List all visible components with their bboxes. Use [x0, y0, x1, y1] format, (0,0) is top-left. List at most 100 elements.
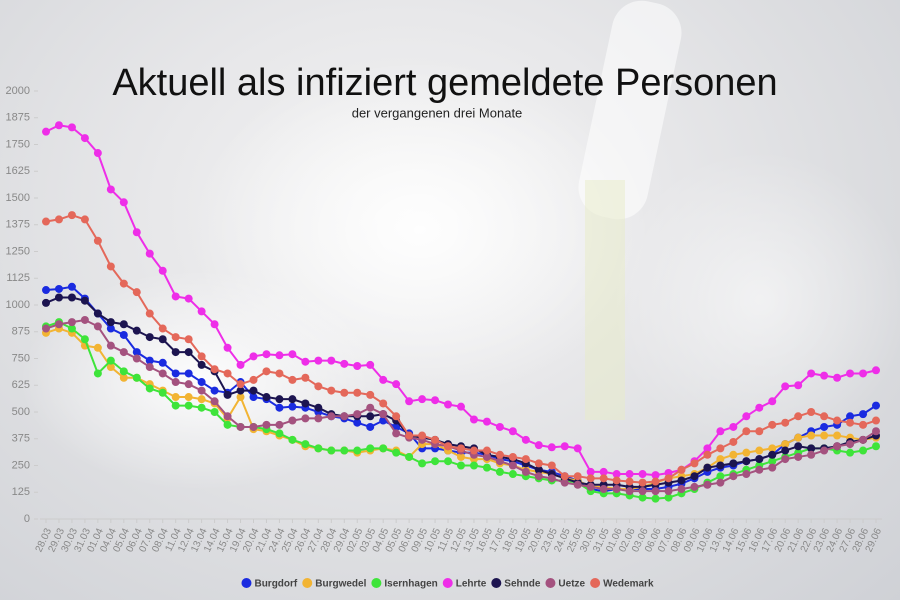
- data-point: [781, 382, 790, 391]
- data-point: [508, 452, 517, 461]
- data-point: [171, 292, 180, 301]
- data-point: [353, 446, 362, 455]
- data-point: [820, 446, 829, 455]
- y-tick-label: 1250: [6, 245, 30, 257]
- data-point: [638, 487, 647, 496]
- data-point: [67, 282, 76, 291]
- data-point: [223, 343, 232, 352]
- data-point: [716, 478, 725, 487]
- legend-item: Lehrte: [442, 578, 487, 590]
- legend-swatch: [241, 578, 252, 588]
- data-point: [42, 324, 50, 333]
- data-point: [340, 412, 349, 421]
- data-point: [664, 487, 673, 496]
- data-point: [80, 335, 89, 344]
- y-tick-label: 0: [24, 513, 30, 525]
- data-point: [859, 435, 868, 444]
- data-point: [327, 386, 336, 395]
- data-point: [651, 477, 660, 486]
- data-point: [210, 386, 219, 395]
- data-point: [301, 373, 310, 382]
- y-tick-label: 375: [12, 433, 30, 445]
- y-tick-label: 1625: [6, 165, 30, 177]
- y-tick-label: 1500: [6, 192, 30, 204]
- data-point: [379, 375, 388, 384]
- data-point: [288, 395, 297, 404]
- data-point: [794, 442, 803, 451]
- data-point: [820, 431, 829, 440]
- data-point: [742, 470, 751, 479]
- data-point: [755, 446, 764, 455]
- data-point: [158, 358, 167, 367]
- data-point: [586, 474, 595, 483]
- data-point: [716, 461, 725, 470]
- y-tick-label: 1750: [6, 138, 30, 150]
- data-point: [171, 369, 180, 378]
- data-point: [171, 333, 180, 342]
- data-point: [599, 485, 608, 494]
- data-point: [106, 341, 115, 350]
- data-point: [288, 416, 297, 425]
- data-point: [872, 416, 880, 425]
- data-point: [521, 435, 530, 444]
- data-point: [392, 448, 401, 457]
- data-point: [768, 450, 777, 459]
- data-point: [482, 446, 491, 455]
- data-point: [677, 476, 686, 485]
- data-point: [444, 400, 453, 409]
- data-point: [249, 352, 258, 361]
- y-tick-label: 750: [12, 352, 30, 364]
- data-point: [314, 414, 323, 423]
- y-tick-label: 250: [12, 459, 30, 471]
- legend-label: Burgwedel: [315, 579, 366, 590]
- data-point: [67, 123, 76, 132]
- data-point: [366, 403, 375, 412]
- y-tick-label: 1875: [6, 112, 30, 124]
- data-point: [794, 452, 803, 461]
- data-point: [210, 397, 219, 406]
- data-point: [755, 427, 764, 436]
- data-point: [599, 474, 608, 483]
- data-point: [794, 433, 803, 442]
- legend-swatch: [302, 578, 313, 588]
- data-point: [625, 470, 634, 479]
- data-point: [353, 388, 362, 397]
- data-point: [171, 393, 180, 402]
- data-point: [54, 284, 63, 293]
- data-point: [742, 457, 751, 466]
- data-point: [197, 386, 206, 395]
- data-point: [158, 369, 167, 378]
- data-point: [599, 467, 608, 476]
- data-point: [249, 375, 258, 384]
- data-point: [54, 215, 63, 224]
- data-point: [197, 403, 206, 412]
- data-point: [457, 452, 465, 461]
- data-point: [586, 482, 595, 491]
- data-point: [301, 357, 310, 366]
- data-point: [42, 298, 50, 307]
- data-point: [42, 217, 50, 226]
- data-point: [42, 286, 50, 295]
- data-point: [872, 401, 880, 410]
- data-point: [288, 402, 297, 411]
- chart-subtitle: der vergangenen drei Monate: [352, 105, 523, 120]
- data-point: [93, 309, 102, 318]
- data-point: [846, 440, 855, 449]
- data-point: [184, 393, 193, 402]
- data-point: [457, 402, 465, 411]
- data-point: [132, 288, 141, 297]
- data-point: [379, 410, 388, 419]
- data-point: [768, 420, 777, 429]
- data-point: [145, 249, 154, 258]
- data-point: [495, 467, 504, 476]
- data-point: [392, 429, 401, 438]
- data-point: [288, 350, 297, 359]
- data-point: [872, 366, 880, 375]
- data-point: [794, 381, 803, 390]
- data-point: [586, 467, 595, 476]
- data-point: [833, 416, 842, 425]
- legend-label: Wedemark: [603, 579, 654, 590]
- data-point: [119, 348, 128, 357]
- data-point: [210, 408, 219, 416]
